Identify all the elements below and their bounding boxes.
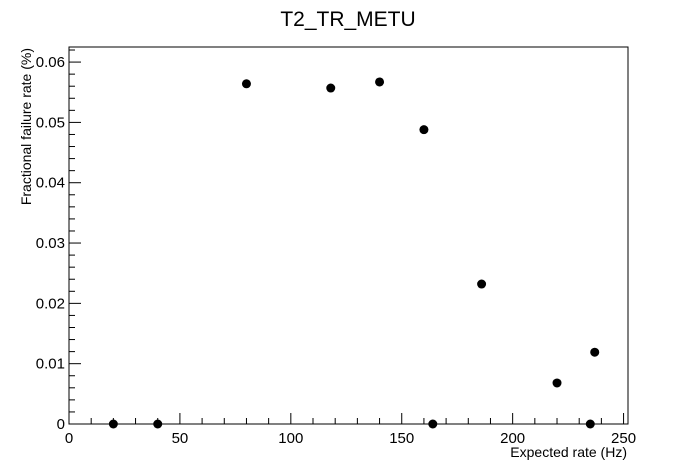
data-points [108, 77, 600, 429]
x-tick-label: 150 [389, 430, 414, 447]
data-point [108, 419, 118, 429]
plot-frame [68, 46, 629, 425]
y-tick-label: 0.06 [36, 54, 65, 71]
y-axis-tick-labels: 0 0.01 0.02 0.03 0.04 0.05 0.06 [36, 54, 65, 433]
data-point [375, 77, 385, 87]
y-tick-label: 0.01 [36, 356, 65, 373]
x-tick-label: 50 [172, 430, 189, 447]
chart-title: T2_TR_METU [280, 8, 415, 31]
data-point [241, 79, 251, 89]
x-axis-label: Expected rate (Hz) [510, 444, 627, 460]
y-tick-label: 0.04 [36, 175, 65, 192]
data-point [590, 347, 600, 357]
data-point [326, 83, 336, 93]
x-tick-label: 100 [278, 430, 303, 447]
x-axis-tick-labels: 0 50 100 150 200 250 [65, 430, 636, 447]
data-point [585, 419, 595, 429]
data-point [419, 125, 429, 135]
y-tick-label: 0.05 [36, 114, 65, 131]
x-tick-label: 200 [500, 430, 525, 447]
data-point [428, 419, 438, 429]
data-point [477, 279, 487, 289]
x-tick-label: 250 [611, 430, 636, 447]
y-axis-ticks [69, 49, 81, 425]
y-axis-label: Fractional failure rate (%) [18, 48, 34, 205]
data-point [153, 419, 163, 429]
y-tick-label: 0.03 [36, 235, 65, 252]
data-point [552, 378, 562, 388]
x-tick-label: 0 [65, 430, 73, 447]
y-tick-label: 0 [57, 416, 65, 433]
x-axis-ticks [68, 413, 625, 424]
y-tick-label: 0.02 [36, 295, 65, 312]
